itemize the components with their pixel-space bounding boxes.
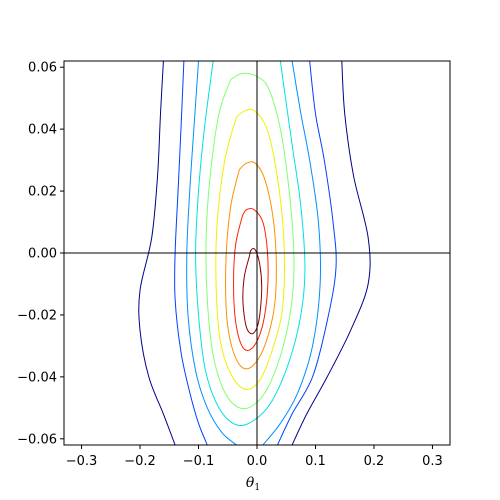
x-tick-label: −0.3	[66, 454, 98, 469]
y-tick-label: −0.06	[17, 432, 57, 447]
contour-lines	[138, 61, 371, 445]
contour-line-1	[291, 61, 371, 445]
x-axis-ticks: −0.3 −0.2 −0.1 0.0 0.1 0.2 0.3	[66, 445, 443, 469]
contour-line-11	[242, 247, 263, 335]
contour-line-9	[225, 161, 277, 370]
contour-line-0	[138, 61, 176, 445]
y-tick-label: 0.04	[28, 123, 57, 138]
y-tick-label: −0.04	[17, 370, 57, 385]
contour-line-2	[174, 61, 208, 445]
contour-line-7	[205, 72, 295, 410]
x-axis-label: θ1	[246, 475, 260, 493]
y-tick-label: 0.02	[28, 185, 57, 200]
x-tick-label: 0.3	[422, 454, 443, 469]
contour-line-5	[262, 61, 322, 445]
reference-lines	[64, 61, 450, 445]
y-axis-ticks: −0.06 −0.04 −0.02 0.00 0.02 0.04 0.06	[17, 61, 64, 447]
x-tick-label: 0.1	[305, 454, 326, 469]
y-tick-label: 0.06	[28, 61, 57, 76]
x-tick-label: 0.0	[247, 454, 268, 469]
x-tick-label: −0.1	[183, 454, 215, 469]
contour-line-4	[186, 61, 237, 445]
y-tick-label: 0.00	[28, 247, 57, 262]
contour-line-10	[233, 207, 269, 351]
y-tick-label: −0.02	[17, 308, 57, 323]
contour-line-3	[277, 61, 337, 445]
contour-line-6	[195, 61, 306, 427]
x-tick-label: 0.2	[364, 454, 385, 469]
x-axis-label-subscript: 1	[254, 483, 260, 493]
x-axis-label-main: θ	[246, 475, 255, 491]
x-tick-label: −0.2	[124, 454, 156, 469]
contour-line-8	[215, 108, 285, 390]
